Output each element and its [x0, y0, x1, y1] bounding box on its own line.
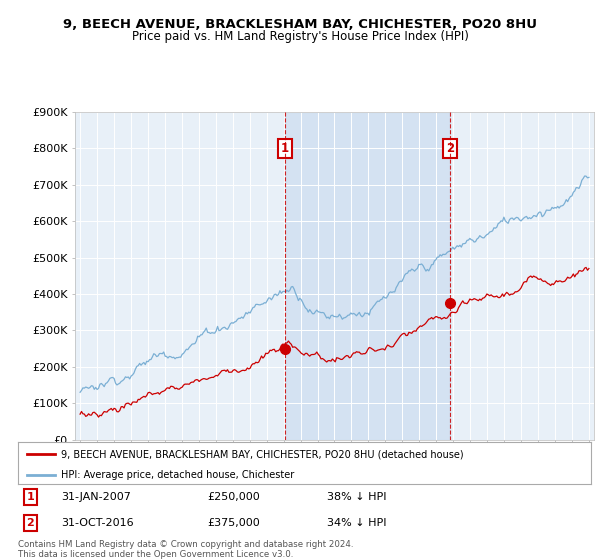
- Text: 34% ↓ HPI: 34% ↓ HPI: [328, 518, 387, 528]
- Text: 38% ↓ HPI: 38% ↓ HPI: [328, 492, 387, 502]
- Text: 1: 1: [281, 142, 289, 155]
- Text: Price paid vs. HM Land Registry's House Price Index (HPI): Price paid vs. HM Land Registry's House …: [131, 30, 469, 43]
- Text: 9, BEECH AVENUE, BRACKLESHAM BAY, CHICHESTER, PO20 8HU: 9, BEECH AVENUE, BRACKLESHAM BAY, CHICHE…: [63, 18, 537, 31]
- Text: £250,000: £250,000: [207, 492, 260, 502]
- Bar: [285, 112, 451, 440]
- Text: 31-JAN-2007: 31-JAN-2007: [61, 492, 131, 502]
- Text: £375,000: £375,000: [207, 518, 260, 528]
- Text: 9, BEECH AVENUE, BRACKLESHAM BAY, CHICHESTER, PO20 8HU (detached house): 9, BEECH AVENUE, BRACKLESHAM BAY, CHICHE…: [61, 449, 464, 459]
- Text: 2: 2: [26, 518, 34, 528]
- Text: 2: 2: [446, 142, 454, 155]
- Text: HPI: Average price, detached house, Chichester: HPI: Average price, detached house, Chic…: [61, 470, 294, 480]
- Text: Contains HM Land Registry data © Crown copyright and database right 2024.
This d: Contains HM Land Registry data © Crown c…: [18, 540, 353, 559]
- Text: 31-OCT-2016: 31-OCT-2016: [61, 518, 134, 528]
- Text: 1: 1: [26, 492, 34, 502]
